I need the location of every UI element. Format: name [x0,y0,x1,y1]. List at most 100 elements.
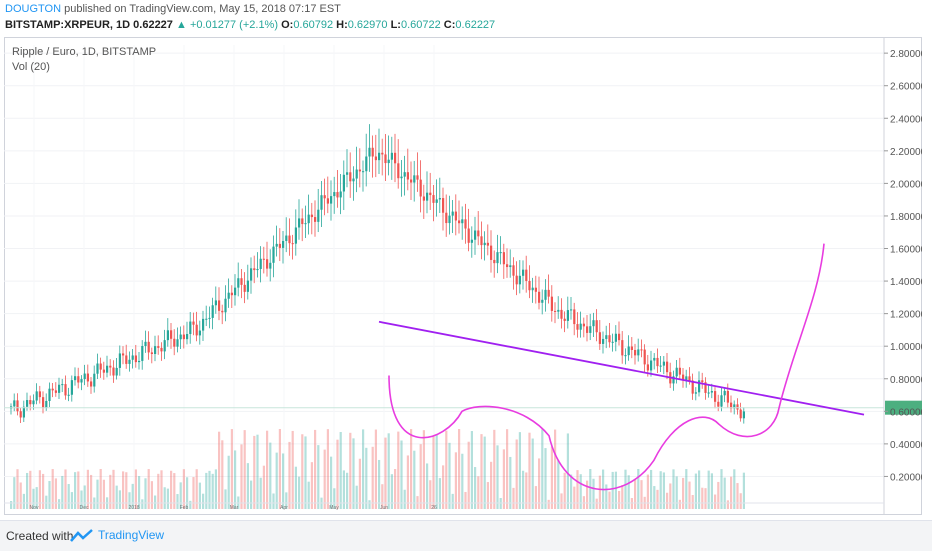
volume-bar [445,430,448,509]
candle-body [422,196,425,201]
volume-bar [266,430,269,509]
volume-bar [384,437,387,509]
candle-body [109,365,112,368]
candle-body [662,361,665,366]
volume-bar [634,479,637,509]
candle-body [38,391,41,398]
author-link[interactable]: DOUGTON [5,3,62,15]
ohlc-line: BITSTAMP:XRPEUR, 1D 0.62227 ▲ +0.01277 (… [5,19,495,31]
candle-body [173,338,176,347]
volume-bar [13,477,16,509]
candle-body [99,363,102,370]
volume-bar [19,482,22,509]
volume-bar [10,501,13,509]
volume-bar [627,475,630,509]
candle-body [710,391,713,393]
high-value: 0.62970 [347,19,388,31]
last-price: 0.62227 [133,19,173,31]
volume-bar [307,481,310,509]
volume-bar [720,469,723,509]
volume-bar [253,435,256,509]
candle-body [35,391,38,401]
volume-bar [576,470,579,509]
volume-bar [58,499,61,509]
volume-bar [646,474,649,509]
volume-bar [112,469,115,509]
volume-bar [534,486,537,509]
volume-bar [515,439,518,509]
candle-body [483,242,486,246]
volume-bar [621,485,624,509]
volume-bar [362,429,365,509]
chart-header: DOUGTON published on TradingView.com, Ma… [0,0,932,36]
volume-bar [131,483,134,509]
candle-body [688,376,691,381]
volume-bar [109,474,112,509]
candle-body [582,323,585,327]
volume-bar [336,439,339,509]
tradingview-brand-link[interactable]: TradingView [98,528,165,542]
volume-bar [525,472,528,509]
volume-bar [22,493,25,509]
candle-body [486,242,489,246]
candle-body [390,152,393,160]
candle-body [480,236,483,246]
volume-bar [138,476,141,509]
volume-bar [688,481,691,509]
candle-body [131,355,134,360]
volume-bar [470,431,473,509]
candle-body [736,404,739,410]
volume-bar [339,432,342,509]
candle-body [54,390,57,393]
candle-body [470,239,473,243]
volume-bar [429,480,432,509]
volume-bar [723,477,726,509]
volume-bar [733,469,736,509]
volume-bar [403,489,406,509]
volume-bar [490,461,493,509]
volume-bar [592,478,595,509]
candle-body [515,275,518,285]
candle-body [586,326,589,333]
candle-body [730,402,733,409]
volume-bar [547,499,550,509]
candle-body [227,292,230,299]
chart-frame[interactable] [4,37,922,515]
candle-body [198,330,201,336]
volume-bar [413,450,416,509]
candle-body [714,391,717,402]
candle-body [93,373,96,387]
candle-body [86,373,89,382]
candle-body [170,330,173,339]
volume-bar [579,474,582,509]
volume-bar [374,429,377,509]
candle-body [739,409,742,419]
candle-body [435,199,438,203]
volume-bar [115,485,118,509]
volume-bar [653,486,656,509]
candle-body [653,357,656,361]
candle-body [490,245,493,260]
volume-bar [493,429,496,509]
candle-body [237,278,240,288]
last-price-badge [885,400,922,415]
volume-bar [672,469,675,509]
candle-body [64,384,67,396]
volume-bar [381,484,384,509]
candle-body [576,324,579,330]
volume-bar [250,480,253,509]
candle-body [448,215,451,224]
price-tick-label: 1.20000 [890,310,922,321]
candle-body [691,380,694,394]
candle-body [355,169,358,179]
candle-body [528,280,531,291]
volume-bar [234,450,237,509]
candle-body [512,265,515,276]
volume-bar [426,463,429,509]
candle-body [22,406,25,418]
candle-body [618,333,621,341]
volume-bar [141,499,144,509]
volume-bar [499,498,502,509]
